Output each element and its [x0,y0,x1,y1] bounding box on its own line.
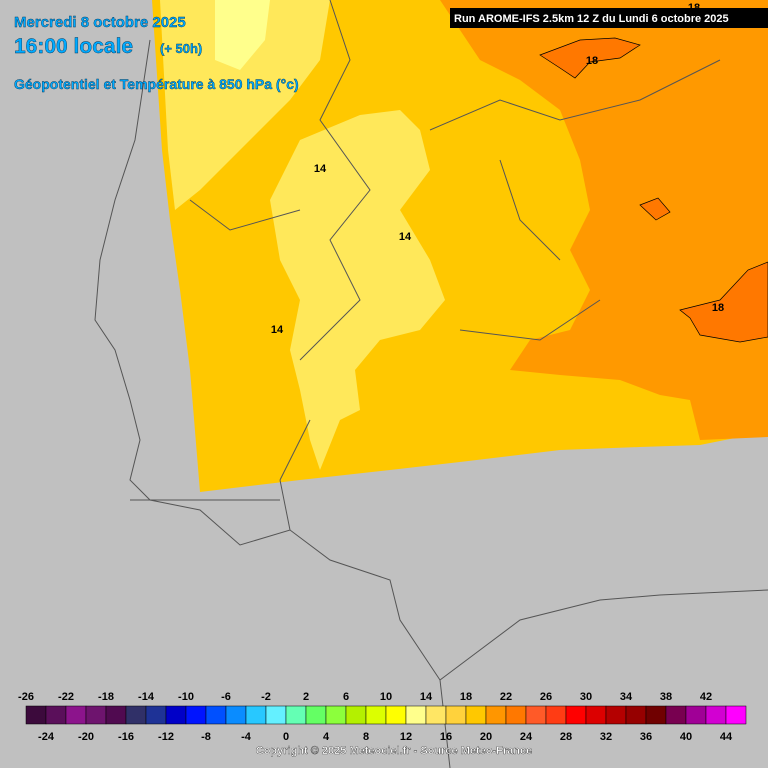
legend-swatch [145,705,167,725]
contour-label: 14 [314,163,327,175]
legend-label: 8 [363,731,369,743]
legend-label: 0 [283,731,289,743]
legend-swatch [225,705,247,725]
legend-swatch [565,705,587,725]
legend-swatch [205,705,227,725]
legend-swatch [665,705,687,725]
legend-swatch [165,705,187,725]
legend-label: -12 [158,731,174,743]
legend-label: 6 [343,691,349,703]
legend-label: 22 [500,691,512,703]
legend-swatch [125,705,147,725]
region-lines [189,0,721,361]
legend-label: -2 [261,691,271,703]
border-line [130,419,768,681]
legend-swatch [425,705,447,725]
contour-label: 14 [271,324,284,336]
legend-swatch [505,705,527,725]
legend-label: -26 [18,691,34,703]
legend-swatch [285,705,307,725]
legend-label: 38 [660,691,672,703]
legend-label: 24 [520,731,533,743]
run: Run AROME-IFS 2.5km 12 Z du Lundi 6 octo… [454,13,729,25]
field: Géopotentiel et Température à 850 hPa (°… [14,76,299,92]
contour-label: 18 [712,302,724,314]
legend-swatch [685,705,707,725]
legend-label: -8 [201,731,211,743]
legend-label: 42 [700,691,712,703]
legend-label: -20 [78,731,94,743]
legend-swatch [45,705,67,725]
legend-label: 20 [480,731,492,743]
zone-light-yellow-n [160,0,330,210]
legend-swatch [485,705,507,725]
legend-label: 18 [460,691,472,703]
legend-label: 36 [640,731,652,743]
legend-swatch [345,705,367,725]
legend-label: 26 [540,691,552,703]
legend-label: 30 [580,691,592,703]
legend-label: 14 [420,691,433,703]
run-box [450,8,768,28]
legend-swatch [465,705,487,725]
contour-label: 18 [688,2,700,14]
legend-label: -22 [58,691,74,703]
legend-swatch [405,705,427,725]
legend-label: -14 [138,691,155,703]
legend-label: -10 [178,691,194,703]
legend-swatch [585,705,607,725]
legend-swatch [65,705,87,725]
legend-swatch [445,705,467,725]
legend-swatch [605,705,627,725]
legend-swatch [85,705,107,725]
legend-swatch [545,705,567,725]
legend-swatch [705,705,727,725]
legend-swatch [185,705,207,725]
contour-label: 14 [399,231,412,243]
time: 16:00 locale [14,35,133,58]
legend-label: 12 [400,731,412,743]
legend-label: 16 [440,731,452,743]
legend-swatch [305,705,327,725]
zone-pale [215,0,270,70]
legend-label: 28 [560,731,572,743]
zone-orange-dot [639,197,671,221]
legend-label: 34 [620,691,633,703]
zone-light-yellow [270,110,445,470]
date: Mercredi 8 octobre 2025 [14,14,186,31]
legend-swatch [25,705,47,725]
legend-label: 2 [303,691,309,703]
legend-swatch [365,705,387,725]
legend-label: -16 [118,731,134,743]
legend-label: -4 [241,731,252,743]
contour-label: 18 [586,55,598,67]
legend-swatch [265,705,287,725]
coastline [94,39,451,768]
copyright: Copyright © 2025 Meteociel.fr - Source M… [256,745,532,757]
warm-orange [440,0,768,440]
legend-label: 10 [380,691,392,703]
legend-swatch [645,705,667,725]
legend-swatch [725,705,747,725]
legend-label: -24 [38,731,55,743]
legend-label: 32 [600,731,612,743]
legend-swatch [105,705,127,725]
zone-orange-ne [539,37,641,79]
legend-swatch [325,705,347,725]
legend-swatch [525,705,547,725]
legend-label: 40 [680,731,692,743]
legend-swatch [625,705,647,725]
legend-swatch [385,705,407,725]
legend-label: -6 [221,691,231,703]
legend-label: 4 [323,731,330,743]
legend-swatch [245,705,267,725]
legend-label: -18 [98,691,114,703]
legend-label: 44 [720,731,733,743]
lead: (+ 50h) [160,41,202,56]
zone-orange-e [679,261,768,343]
